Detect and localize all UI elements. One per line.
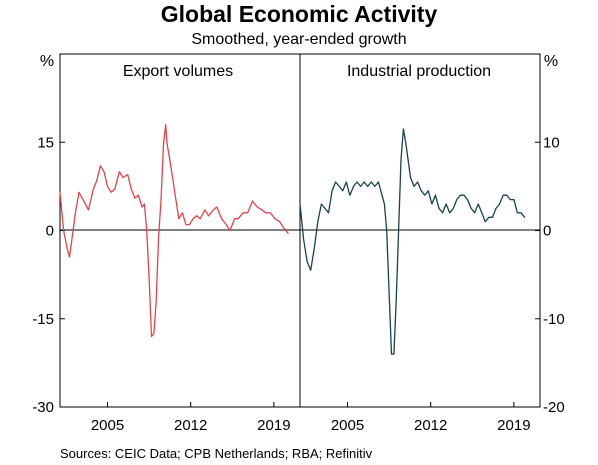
y-tick-label-left: 15 [37,134,54,151]
x-tick-label: 2012 [414,417,447,434]
x-tick-label: 2012 [174,417,207,434]
series-layer [59,123,526,355]
right-axis-unit: % [544,53,558,70]
x-tick-label: 2019 [497,417,530,434]
source-note: Sources: CEIC Data; CPB Netherlands; RBA… [60,446,373,461]
chart-title: Global Economic Activity [161,1,438,27]
panel-title-export: Export volumes [123,63,233,80]
y-tick-label-left: -30 [32,399,54,416]
x-tick-label: 2005 [331,417,364,434]
y-tick-label-right: -10 [543,311,565,328]
export-volumes-line [59,123,289,338]
y-tick-label-left: 0 [46,223,54,240]
chart-subtitle: Smoothed, year-ended growth [191,31,406,48]
x-tick-label: 2005 [91,417,124,434]
industrial-production-line [299,128,526,355]
y-tick-label-right: 10 [543,134,560,151]
ticks-layer: -30 -15 0 15 2005 2012 2019 -20 -10 0 10 2005 2012 20… [32,134,564,434]
y-tick-label-right: 0 [543,223,551,240]
left-axis-unit: % [40,53,54,70]
panel-title-industrial: Industrial production [347,63,491,80]
x-tick-label: 2019 [257,417,290,434]
y-tick-label-left: -15 [32,311,54,328]
y-tick-label-right: -20 [543,399,565,416]
